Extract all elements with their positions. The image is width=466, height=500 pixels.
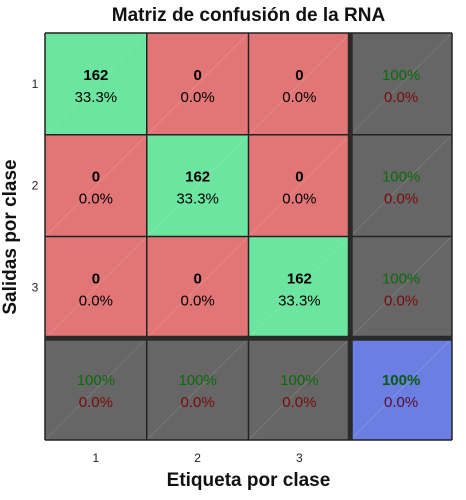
cell-r2-c2 — [146, 134, 249, 237]
cell-r3-c3 — [248, 236, 351, 339]
col-summary-2-diagonal — [146, 337, 249, 441]
x-tick-1: 1 — [93, 451, 100, 465]
row-summary-3-diagonal — [349, 236, 453, 339]
cell-r1-c2 — [146, 33, 249, 135]
cell-percent-r1-c2: 0.0% — [181, 89, 215, 106]
row-summary-2 — [350, 134, 452, 237]
col-summary-3 — [248, 338, 351, 440]
row-summary-incorrect-1: 0.0% — [384, 89, 418, 106]
cell-r3-c2 — [146, 236, 249, 339]
cell-percent-r2-c3: 0.0% — [282, 191, 316, 208]
row-summary-incorrect-2: 0.0% — [384, 191, 418, 208]
x-axis-label: Etiqueta por clase — [166, 470, 331, 491]
col-summary-incorrect-1: 0.0% — [79, 394, 113, 411]
col-summary-1-diagonal — [44, 337, 148, 441]
cell-count-r2-c3: 0 — [295, 169, 303, 186]
col-summary-correct-1: 100% — [77, 372, 115, 389]
cell-percent-r2-c1: 0.0% — [79, 191, 113, 208]
cell-r2-c2-diagonal — [146, 134, 249, 237]
cell-percent-r1-c3: 0.0% — [282, 89, 316, 106]
cell-count-r3-c1: 0 — [92, 270, 100, 287]
col-summary-correct-3: 100% — [280, 372, 318, 389]
cell-r3-c1-diagonal — [44, 236, 148, 339]
chart-title: Matriz de confusión de la RNA — [111, 5, 386, 26]
cell-r3-c2-diagonal — [146, 236, 249, 339]
cell-count-r1-c3: 0 — [295, 67, 303, 84]
cell-r1-c1-diagonal — [44, 32, 148, 136]
col-summary-1 — [45, 338, 147, 440]
cell-count-r1-c2: 0 — [193, 67, 201, 84]
col-summary-3-diagonal — [248, 337, 351, 441]
cell-count-r2-c2: 162 — [185, 169, 210, 186]
col-summary-incorrect-3: 0.0% — [282, 394, 316, 411]
cell-count-r3-c2: 0 — [193, 270, 201, 287]
cell-r2-c1 — [45, 134, 147, 237]
cell-r1-c1 — [45, 33, 147, 135]
overall-cell-diagonal — [349, 337, 453, 441]
row-summary-correct-3: 100% — [382, 270, 420, 287]
cell-r1-c3-diagonal — [248, 32, 351, 136]
cell-r3-c1 — [45, 236, 147, 339]
cell-percent-r1-c1: 33.3% — [75, 89, 118, 106]
y-tick-1: 1 — [32, 77, 39, 91]
row-summary-1 — [350, 33, 452, 135]
y-tick-2: 2 — [32, 179, 39, 193]
cell-r2-c3-diagonal — [248, 134, 351, 237]
row-summary-1-diagonal — [349, 32, 453, 136]
overall-incorrect: 0.0% — [384, 394, 418, 411]
overall-correct: 100% — [382, 372, 420, 389]
cell-r2-c3 — [248, 134, 351, 237]
row-summary-3 — [350, 236, 452, 339]
cell-percent-r3-c2: 0.0% — [181, 292, 215, 309]
y-tick-3: 3 — [32, 280, 39, 294]
x-tick-3: 3 — [296, 451, 303, 465]
cell-count-r1-c1: 162 — [83, 67, 108, 84]
row-summary-incorrect-3: 0.0% — [384, 292, 418, 309]
row-summary-2-diagonal — [349, 134, 453, 237]
cell-percent-r3-c3: 33.3% — [278, 292, 321, 309]
col-summary-incorrect-2: 0.0% — [181, 394, 215, 411]
col-summary-2 — [146, 338, 249, 440]
overall-cell — [350, 338, 452, 440]
cell-count-r3-c3: 162 — [287, 270, 312, 287]
cell-count-r2-c1: 0 — [92, 169, 100, 186]
cell-r1-c3 — [248, 33, 351, 135]
cell-r3-c3-diagonal — [248, 236, 351, 339]
cell-percent-r3-c1: 0.0% — [79, 292, 113, 309]
col-summary-correct-2: 100% — [178, 372, 216, 389]
row-summary-correct-1: 100% — [382, 67, 420, 84]
cell-r2-c1-diagonal — [44, 134, 148, 237]
x-tick-2: 2 — [194, 451, 201, 465]
row-summary-correct-2: 100% — [382, 169, 420, 186]
cell-r1-c2-diagonal — [146, 32, 249, 136]
cell-percent-r2-c2: 33.3% — [176, 191, 219, 208]
